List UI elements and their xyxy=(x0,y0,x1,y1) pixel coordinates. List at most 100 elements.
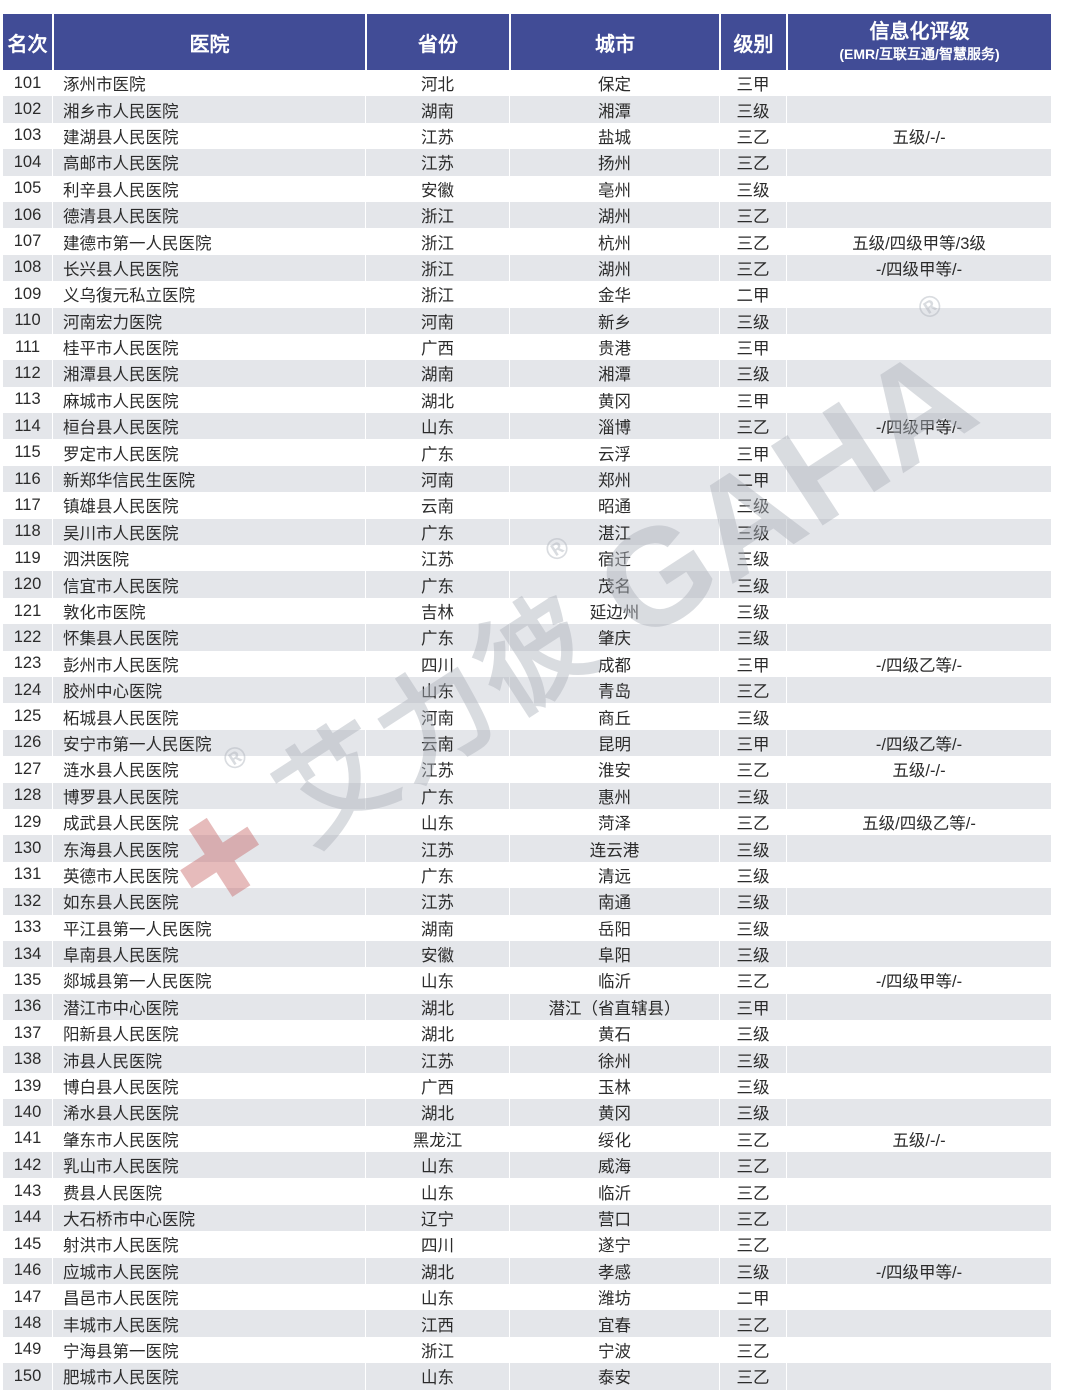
hospital-cell: 彭州市人民医院 xyxy=(52,650,365,677)
table-row: 128 博罗县人民医院 广东 惠州 三级 xyxy=(3,782,1051,809)
city-cell: 泰安 xyxy=(509,1363,719,1390)
rank-cell: 132 xyxy=(13,891,42,910)
city-cell: 亳州 xyxy=(509,175,719,202)
province-cell: 江苏 xyxy=(365,122,509,150)
rank-cell: 125 xyxy=(13,707,42,726)
rank-cell: 101 xyxy=(13,73,42,92)
table-row: 134 阜南县人民医院 安徽 阜阳 三级 xyxy=(3,940,1051,968)
table-row: 122 怀集县人民医院 广东 肇庆 三级 xyxy=(3,624,1051,651)
rank-cell: 122 xyxy=(13,627,42,646)
rating-cell: -/四级甲等/- xyxy=(786,967,1051,994)
hospital-cell: 吴川市人民医院 xyxy=(52,518,365,546)
hospital-cell: 安宁市第一人民医院 xyxy=(52,729,365,757)
city-cell: 黄石 xyxy=(509,1020,719,1047)
rating-cell xyxy=(786,861,1051,889)
rank-cell: 141 xyxy=(13,1129,42,1148)
table-row: 138 沛县人民医院 江苏 徐州 三级 xyxy=(3,1046,1051,1073)
rank-cell: 127 xyxy=(13,759,42,778)
province-cell: 湖北 xyxy=(365,1257,509,1284)
level-cell: 三乙 xyxy=(719,1125,786,1153)
level-cell: 三级 xyxy=(719,1257,786,1284)
province-cell: 江苏 xyxy=(365,835,509,862)
city-cell: 淮安 xyxy=(509,756,719,783)
table-row: 111 桂平市人民医院 广西 贵港 三甲 xyxy=(3,333,1051,361)
level-cell: 三甲 xyxy=(719,993,786,1021)
hospital-cell: 应城市人民医院 xyxy=(52,1257,365,1284)
province-cell: 山东 xyxy=(365,967,509,994)
table-row: 120 信宜市人民医院 广东 茂名 三级 xyxy=(3,571,1051,598)
hospital-cell: 潜江市中心医院 xyxy=(52,993,365,1021)
hospital-cell: 成武县人民医院 xyxy=(52,808,365,836)
level-cell: 三乙 xyxy=(719,1152,786,1179)
hospital-cell: 德清县人民医院 xyxy=(52,201,365,229)
city-cell: 湘潭 xyxy=(509,360,719,387)
rating-cell: -/四级乙等/- xyxy=(786,729,1051,757)
rating-cell xyxy=(786,914,1051,941)
hospital-cell: 河南宏力医院 xyxy=(52,307,365,334)
rank-cell: 145 xyxy=(13,1234,42,1253)
rating-cell xyxy=(786,386,1051,414)
table-row: 115 罗定市人民医院 广东 云浮 三甲 xyxy=(3,439,1051,466)
province-cell: 山东 xyxy=(365,808,509,836)
level-cell: 三级 xyxy=(719,307,786,334)
city-cell: 临沂 xyxy=(509,1178,719,1205)
table-row: 146 应城市人民医院 湖北 孝感 三级 -/四级甲等/- xyxy=(3,1257,1051,1284)
rating-cell xyxy=(786,703,1051,730)
rating-cell xyxy=(786,888,1051,915)
province-cell: 安徽 xyxy=(365,940,509,968)
province-cell: 四川 xyxy=(365,650,509,677)
hospital-cell: 建德市第一人民医院 xyxy=(52,228,365,255)
level-cell: 三级 xyxy=(719,703,786,730)
province-cell: 湖南 xyxy=(365,360,509,387)
level-cell: 三乙 xyxy=(719,756,786,783)
table-row: 124 胶州中心医院 山东 青岛 三乙 xyxy=(3,676,1051,704)
column-header-rating: 信息化评级 (EMR/互联互通/智慧服务) xyxy=(786,14,1051,70)
province-cell: 四川 xyxy=(365,1231,509,1258)
province-cell: 广西 xyxy=(365,333,509,361)
province-cell: 湖北 xyxy=(365,386,509,414)
hospital-cell: 如东县人民医院 xyxy=(52,888,365,915)
province-cell: 吉林 xyxy=(365,597,509,625)
rating-cell xyxy=(786,360,1051,387)
province-cell: 山东 xyxy=(365,1283,509,1311)
table-row: 119 泗洪医院 江苏 宿迁 三级 xyxy=(3,545,1051,572)
column-header-province: 省份 xyxy=(365,14,509,70)
city-cell: 盐城 xyxy=(509,122,719,150)
rating-cell xyxy=(786,96,1051,123)
hospital-ranking-table: 名次 医院 省份 城市 级别 信息化评级 (EMR/互联互通/智慧服务) 101… xyxy=(3,14,1051,1390)
table-row: 129 成武县人民医院 山东 菏泽 三乙 五级/四级乙等/- xyxy=(3,808,1051,836)
rating-cell xyxy=(786,333,1051,361)
rank-cell: 114 xyxy=(14,416,41,435)
province-cell: 山东 xyxy=(365,1363,509,1390)
rank-cell: 104 xyxy=(13,152,42,171)
rank-cell: 119 xyxy=(14,548,41,567)
province-cell: 湖北 xyxy=(365,1020,509,1047)
table-row: 137 阳新县人民医院 湖北 黄石 三级 xyxy=(3,1020,1051,1047)
hospital-cell: 罗定市人民医院 xyxy=(52,439,365,466)
province-cell: 河南 xyxy=(365,465,509,493)
city-cell: 昭通 xyxy=(509,492,719,519)
rating-cell xyxy=(786,1020,1051,1047)
hospital-cell: 义乌復元私立医院 xyxy=(52,281,365,308)
rank-cell: 110 xyxy=(14,311,41,330)
hospital-cell: 阳新县人民医院 xyxy=(52,1020,365,1047)
table-row: 150 肥城市人民医院 山东 泰安 三乙 xyxy=(3,1363,1051,1390)
table-row: 123 彭州市人民医院 四川 成都 三甲 -/四级乙等/- xyxy=(3,650,1051,677)
table-row: 103 建湖县人民医院 江苏 盐城 三乙 五级/-/- xyxy=(3,122,1051,150)
rank-cell: 144 xyxy=(13,1208,42,1227)
level-cell: 三级 xyxy=(719,835,786,862)
rating-cell: 五级/-/- xyxy=(786,1125,1051,1153)
rank-cell: 118 xyxy=(14,522,41,541)
rating-cell xyxy=(786,993,1051,1021)
rank-cell: 146 xyxy=(13,1261,42,1280)
city-cell: 遂宁 xyxy=(509,1231,719,1258)
table-row: 145 射洪市人民医院 四川 遂宁 三乙 xyxy=(3,1231,1051,1258)
rank-cell: 106 xyxy=(13,205,42,224)
city-cell: 惠州 xyxy=(509,782,719,809)
rank-cell: 131 xyxy=(13,865,42,884)
rank-cell: 111 xyxy=(14,337,41,356)
province-cell: 广西 xyxy=(365,1072,509,1100)
hospital-cell: 大石桥市中心医院 xyxy=(52,1204,365,1232)
city-cell: 湖州 xyxy=(509,201,719,229)
table-row: 114 桓台县人民医院 山东 淄博 三乙 -/四级甲等/- xyxy=(3,413,1051,440)
